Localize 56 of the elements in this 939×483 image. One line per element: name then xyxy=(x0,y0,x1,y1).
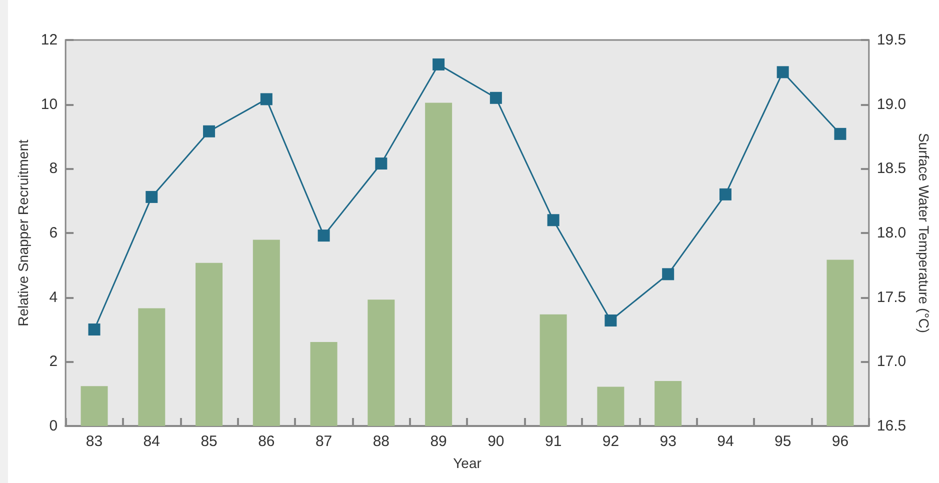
bar xyxy=(252,240,280,426)
x-tick-label: 93 xyxy=(660,433,676,450)
y-tick-label: 10 xyxy=(40,96,58,113)
bar xyxy=(368,300,395,426)
x-tick-label: 89 xyxy=(430,433,447,450)
point xyxy=(203,125,216,138)
bar xyxy=(540,314,567,426)
y-tick-label: 6 xyxy=(49,224,58,242)
point xyxy=(375,158,388,170)
x-tick-label: 83 xyxy=(86,433,103,450)
x-tick-label: 86 xyxy=(258,433,275,450)
y2-tick-label: 19.0 xyxy=(876,96,906,113)
y2-tick-label: 19.5 xyxy=(876,32,906,48)
bar xyxy=(80,386,108,426)
point xyxy=(547,214,560,226)
y-tick-label: 0 xyxy=(49,418,58,434)
point xyxy=(662,268,674,280)
x-tick-label: 95 xyxy=(774,433,792,450)
point xyxy=(834,128,846,140)
bar xyxy=(425,102,452,426)
point xyxy=(604,314,617,326)
x-tick-label: 92 xyxy=(602,433,620,450)
x-tick-label: 85 xyxy=(200,433,218,450)
y-tick-label: 8 xyxy=(49,160,58,178)
bar xyxy=(597,386,624,426)
x-tick-label: 91 xyxy=(544,433,562,450)
bar xyxy=(310,342,338,426)
y2-tick-label: 18.0 xyxy=(876,224,906,242)
x-tick-label: 88 xyxy=(372,433,390,450)
point xyxy=(432,58,445,70)
y-tick-label: 2 xyxy=(49,353,58,370)
y2-tick-label: 17.0 xyxy=(876,353,906,370)
point xyxy=(776,66,789,78)
x-tick-label: 87 xyxy=(315,433,332,450)
point xyxy=(88,324,100,336)
point xyxy=(146,190,158,203)
y-axis-title: Relative Snapper Recruitment xyxy=(15,140,31,326)
x-tick-label: 94 xyxy=(717,433,734,450)
point xyxy=(490,92,502,104)
y2-axis-title: Surface Water Temperature (°C) xyxy=(916,132,932,334)
bar xyxy=(826,260,854,426)
x-tick-label: 84 xyxy=(143,433,160,450)
y2-tick-label: 16.5 xyxy=(876,418,906,434)
y2-tick-label: 18.5 xyxy=(876,160,906,178)
bar xyxy=(654,380,682,426)
bar xyxy=(196,262,223,426)
x-tick-label: 96 xyxy=(832,433,849,450)
y-tick-label: 12 xyxy=(40,32,58,48)
x-axis-title: Year xyxy=(453,455,482,471)
point xyxy=(318,230,330,242)
bar xyxy=(138,308,166,426)
x-tick-label: 90 xyxy=(488,433,504,450)
point xyxy=(719,188,732,200)
point xyxy=(260,93,272,106)
y-tick-label: 4 xyxy=(49,288,58,306)
y2-tick-label: 17.5 xyxy=(876,288,906,306)
